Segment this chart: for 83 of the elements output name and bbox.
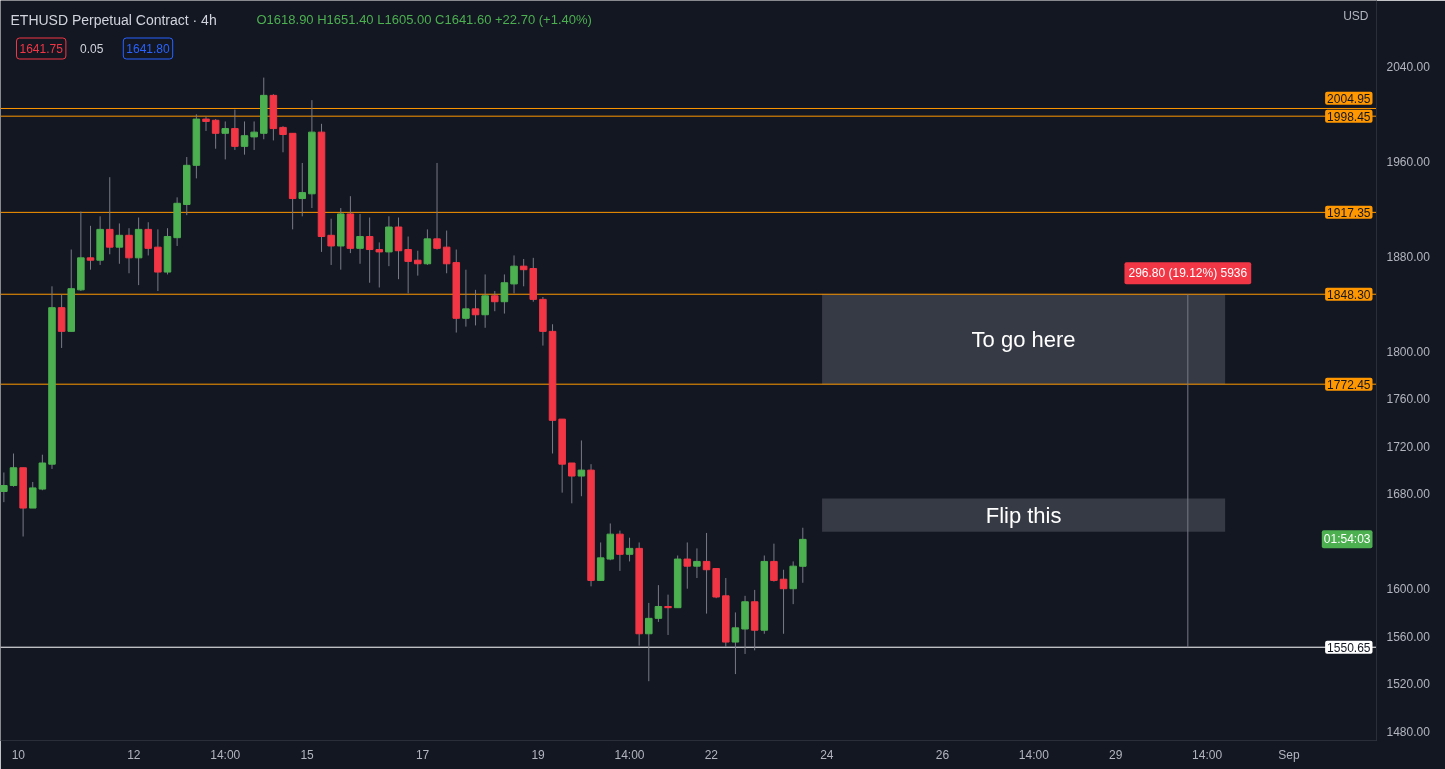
candlestick xyxy=(86,225,95,271)
candlestick xyxy=(57,294,66,349)
y-tick-label: 1800.00 xyxy=(1386,345,1431,360)
candlestick xyxy=(115,222,124,265)
candlestick xyxy=(789,560,797,605)
candlestick xyxy=(462,269,470,328)
x-tick-label: 19 xyxy=(531,747,546,762)
candlestick xyxy=(616,530,624,572)
y-axis-title: USD xyxy=(1343,8,1369,23)
annotation: 0.05 xyxy=(80,42,104,56)
x-tick-label: 17 xyxy=(415,747,430,762)
y-tick-label: 2040.00 xyxy=(1386,60,1431,75)
text: ETHUSD Perpetual Contract · 4h xyxy=(10,11,217,28)
candlestick xyxy=(327,218,335,266)
x-tick-label: 14:00 xyxy=(1018,747,1050,762)
y-tick-label: 1880.00 xyxy=(1386,250,1431,265)
candlestick xyxy=(144,221,153,256)
y-tick-label: 1600.00 xyxy=(1386,582,1431,597)
candlestick xyxy=(577,439,586,497)
x-tick-label: 15 xyxy=(300,747,315,762)
candlestick xyxy=(211,118,220,150)
candlestick xyxy=(500,273,509,315)
x-tick-label: 22 xyxy=(704,747,719,762)
ref-line-label: 2004.95 xyxy=(1327,91,1371,106)
candlestick xyxy=(779,569,788,635)
candlestick xyxy=(664,594,672,636)
candlestick xyxy=(510,254,518,294)
candlestick xyxy=(770,543,778,583)
y-tick-label: 1960.00 xyxy=(1386,155,1431,170)
candlestick xyxy=(240,120,249,156)
candlestick xyxy=(9,453,18,488)
y-tick-label: 1720.00 xyxy=(1386,439,1431,454)
candlestick xyxy=(105,176,114,255)
candlestick xyxy=(279,125,287,153)
y-tick-label: 1560.00 xyxy=(1386,629,1431,644)
x-tick-label: 14:00 xyxy=(210,747,241,762)
candlestick xyxy=(471,289,480,326)
text: O1618.90 H1651.40 L1605.00 C1641.60 +22.70 (+1.40%) xyxy=(256,12,592,27)
x-tick-label: 12 xyxy=(127,747,141,762)
x-tick-label: Sep xyxy=(1278,747,1300,762)
candlestick xyxy=(433,162,441,251)
x-tick-label: 29 xyxy=(1108,747,1123,762)
y-tick-label: 1760.00 xyxy=(1386,392,1431,407)
candlestick xyxy=(250,120,258,151)
band-label: Flip this xyxy=(985,502,1062,528)
candlestick xyxy=(221,120,230,160)
candlestick xyxy=(125,227,133,274)
candlestick xyxy=(491,290,499,312)
candlestick xyxy=(0,471,8,503)
candlestick xyxy=(568,462,576,504)
candlestick xyxy=(414,250,422,277)
x-tick-label: 24 xyxy=(820,747,834,762)
ref-line-label: 1772.45 xyxy=(1327,377,1371,392)
candlestick xyxy=(202,116,210,132)
ref-line-label: 1848.30 xyxy=(1327,287,1371,302)
candlestick xyxy=(702,532,711,615)
y-tick-label: 1520.00 xyxy=(1386,677,1431,692)
candlestick xyxy=(731,611,740,675)
x-tick-label: 26 xyxy=(935,747,950,762)
annotation: 1641.80 xyxy=(126,42,170,56)
candlestick xyxy=(394,217,403,280)
annotation: 01:54:03 xyxy=(1323,532,1371,547)
x-tick-label: 14:00 xyxy=(1192,747,1223,762)
candlestick xyxy=(231,109,239,151)
candlestick xyxy=(683,541,692,590)
x-tick-label: 10 xyxy=(11,747,26,762)
band-label: To go here xyxy=(971,326,1076,352)
candlestick xyxy=(404,235,412,294)
ref-line-label: 1998.45 xyxy=(1327,109,1371,124)
x-tick-label: 14:00 xyxy=(614,747,645,762)
candlestick xyxy=(625,537,634,562)
annotation: 296.80 (19.12%) 5936 xyxy=(1128,266,1248,281)
candlestick xyxy=(481,273,489,329)
ref-line-label: 1550.65 xyxy=(1327,640,1371,655)
candlestick xyxy=(356,213,364,265)
ref-line-label: 1917.35 xyxy=(1327,205,1371,220)
y-tick-label: 1480.00 xyxy=(1386,724,1431,739)
candlestick xyxy=(298,162,307,217)
annotation: 1641.75 xyxy=(19,42,64,56)
candlestick xyxy=(693,547,701,579)
candlestick xyxy=(645,602,653,682)
y-tick-label: 1680.00 xyxy=(1386,487,1431,502)
candlestick xyxy=(654,584,663,623)
